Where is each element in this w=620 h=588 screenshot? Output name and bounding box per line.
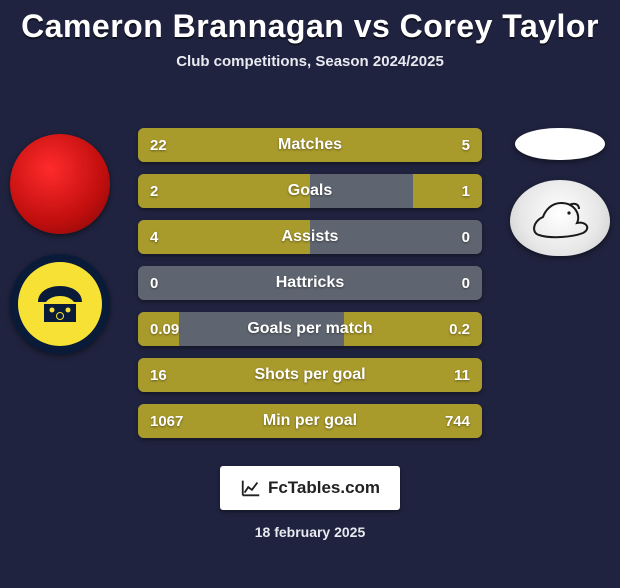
derby-county-logo-icon [510,180,610,256]
stat-row: 40Assists [138,220,482,254]
player2-photo [515,128,605,160]
oxford-united-logo-icon [10,254,110,354]
stat-label: Assists [138,228,482,246]
stat-label: Goals per match [138,320,482,338]
stat-row: 0.090.2Goals per match [138,312,482,346]
stat-label: Goals [138,182,482,200]
branding-text: FcTables.com [268,478,380,498]
fctables-branding: FcTables.com [220,466,400,510]
stat-label: Matches [138,136,482,154]
date: 18 february 2025 [0,524,620,540]
stat-row: 00Hattricks [138,266,482,300]
stat-row: 21Goals [138,174,482,208]
page-title: Cameron Brannagan vs Corey Taylor [0,8,620,45]
stat-label: Shots per goal [138,366,482,384]
chart-icon [240,477,262,499]
stat-row: 1067744Min per goal [138,404,482,438]
subtitle: Club competitions, Season 2024/2025 [0,53,620,70]
stat-row: 1611Shots per goal [138,358,482,392]
stat-label: Min per goal [138,412,482,430]
player1-photo [10,134,110,234]
right-badges [510,128,610,256]
stats-table: 225Matches 21Goals 40Assists 00Hattricks 0.0… [138,128,482,438]
left-badges [10,134,110,354]
stat-label: Hattricks [138,274,482,292]
stat-row: 225Matches [138,128,482,162]
